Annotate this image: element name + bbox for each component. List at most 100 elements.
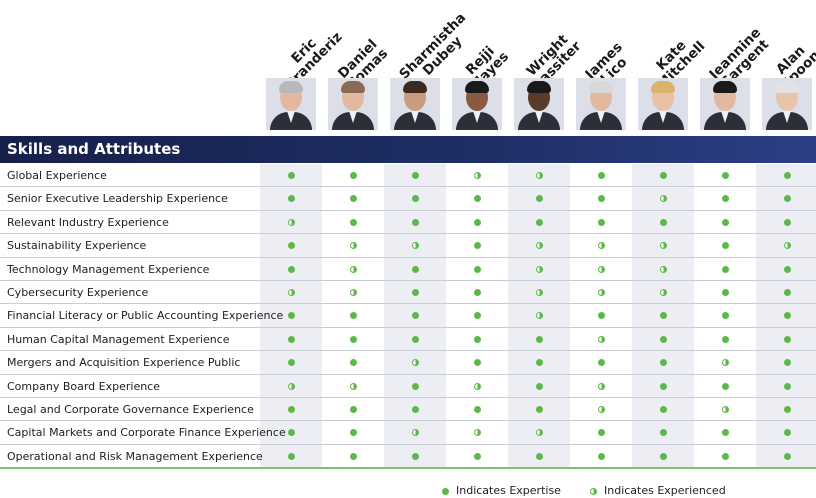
expertise-dot-icon	[349, 406, 357, 413]
expertise-dot-icon	[535, 382, 543, 390]
expertise-dot-icon	[783, 312, 791, 320]
expertise-dot-icon	[411, 218, 419, 226]
experienced-dot-icon	[597, 382, 605, 390]
skill-label: Human Capital Management Experience	[7, 332, 230, 346]
expertise-dot-icon	[659, 382, 667, 390]
skill-row: Senior Executive Leadership Experience	[0, 187, 816, 211]
portrait-hair	[465, 81, 489, 93]
section-banner: Skills and Attributes	[0, 136, 816, 163]
experienced-dot-icon	[659, 195, 667, 203]
expertise-dot-icon	[535, 359, 543, 367]
expertise-dot-icon	[597, 452, 605, 460]
expertise-dot-icon	[535, 335, 543, 343]
expertise-dot-icon	[349, 359, 357, 367]
experienced-dot-icon	[411, 429, 419, 437]
expertise-dot-icon	[473, 359, 481, 367]
portrait-collar	[287, 111, 295, 123]
director-photo	[576, 78, 626, 130]
experienced-dot-icon	[349, 289, 357, 296]
skill-row: Cybersecurity Experience	[0, 281, 816, 305]
expertise-dot-icon	[783, 265, 791, 273]
expertise-dot-icon	[721, 429, 729, 437]
expertise-dot-icon	[287, 242, 295, 250]
portrait-collar	[473, 111, 481, 123]
portrait-hair	[713, 81, 737, 93]
expertise-dot-icon	[349, 452, 357, 460]
portrait-collar	[411, 111, 419, 123]
expertise-dot-icon	[411, 406, 419, 413]
expertise-dot-icon	[535, 452, 543, 460]
director-photo	[266, 78, 316, 130]
skill-label: Technology Management Experience	[7, 262, 210, 276]
portrait-collar	[597, 111, 605, 123]
skill-row: Sustainability Experience	[0, 234, 816, 258]
skill-label: Relevant Industry Experience	[7, 215, 169, 229]
expertise-dot-icon	[473, 289, 481, 296]
skill-label: Cybersecurity Experience	[7, 286, 149, 299]
director-photo	[390, 78, 440, 130]
expertise-dot-icon	[349, 312, 357, 320]
portrait-hair	[279, 81, 303, 93]
expertise-dot-icon	[721, 335, 729, 343]
experienced-dot-icon	[349, 242, 357, 250]
expertise-dot-icon	[597, 429, 605, 437]
expertise-dot-icon	[597, 312, 605, 320]
expertise-dot-icon	[597, 195, 605, 203]
skill-label: Sustainability Experience	[7, 239, 147, 253]
expertise-dot-icon	[721, 452, 729, 460]
expertise-dot-icon	[442, 487, 449, 495]
portrait-collar	[349, 111, 357, 123]
skill-label: Mergers and Acquisition Experience Publi…	[7, 356, 241, 370]
expertise-dot-icon	[473, 452, 481, 460]
skill-label: Operational and Risk Management Experien…	[7, 449, 263, 463]
experienced-dot-icon	[659, 265, 667, 273]
expertise-dot-icon	[783, 172, 791, 179]
expertise-dot-icon	[349, 335, 357, 343]
experienced-dot-icon	[473, 172, 481, 179]
expertise-dot-icon	[721, 382, 729, 390]
expertise-dot-icon	[535, 406, 543, 413]
expertise-dot-icon	[659, 218, 667, 226]
skill-label: Financial Literacy or Public Accounting …	[7, 309, 284, 323]
experienced-dot-icon	[597, 265, 605, 273]
experienced-dot-icon	[535, 242, 543, 250]
skill-row: Capital Markets and Corporate Finance Ex…	[0, 421, 816, 445]
expertise-dot-icon	[349, 172, 357, 179]
skill-label: Company Board Experience	[7, 379, 160, 393]
expertise-dot-icon	[597, 359, 605, 367]
expertise-dot-icon	[783, 406, 791, 413]
expertise-dot-icon	[473, 312, 481, 320]
experienced-dot-icon	[349, 382, 357, 390]
portrait-hair	[527, 81, 551, 93]
director-photo	[638, 78, 688, 130]
experienced-dot-icon	[535, 312, 543, 320]
skill-row: Mergers and Acquisition Experience Publi…	[0, 351, 816, 375]
expertise-dot-icon	[659, 335, 667, 343]
legend-expertise: Indicates Expertise	[442, 484, 561, 498]
skill-row: Technology Management Experience	[0, 258, 816, 281]
skill-row: Relevant Industry Experience	[0, 211, 816, 235]
skill-label: Legal and Corporate Governance Experienc…	[7, 403, 254, 416]
experienced-dot-icon	[597, 406, 605, 413]
expertise-dot-icon	[287, 195, 295, 203]
expertise-dot-icon	[659, 172, 667, 179]
experienced-dot-icon	[287, 218, 295, 226]
expertise-dot-icon	[287, 312, 295, 320]
expertise-dot-icon	[473, 335, 481, 343]
experienced-dot-icon	[597, 289, 605, 296]
expertise-dot-icon	[659, 312, 667, 320]
expertise-dot-icon	[473, 242, 481, 250]
director-photo	[700, 78, 750, 130]
experienced-dot-icon	[597, 335, 605, 343]
experienced-dot-icon	[659, 289, 667, 296]
experienced-dot-icon	[349, 265, 357, 273]
experienced-dot-icon	[535, 172, 543, 179]
expertise-dot-icon	[287, 172, 295, 179]
skill-row: Company Board Experience	[0, 375, 816, 398]
experienced-dot-icon	[535, 289, 543, 296]
portrait-hair	[775, 81, 799, 93]
director-photo	[328, 78, 378, 130]
experienced-dot-icon	[659, 242, 667, 250]
skill-row: Legal and Corporate Governance Experienc…	[0, 398, 816, 422]
portrait-hair	[589, 81, 613, 93]
